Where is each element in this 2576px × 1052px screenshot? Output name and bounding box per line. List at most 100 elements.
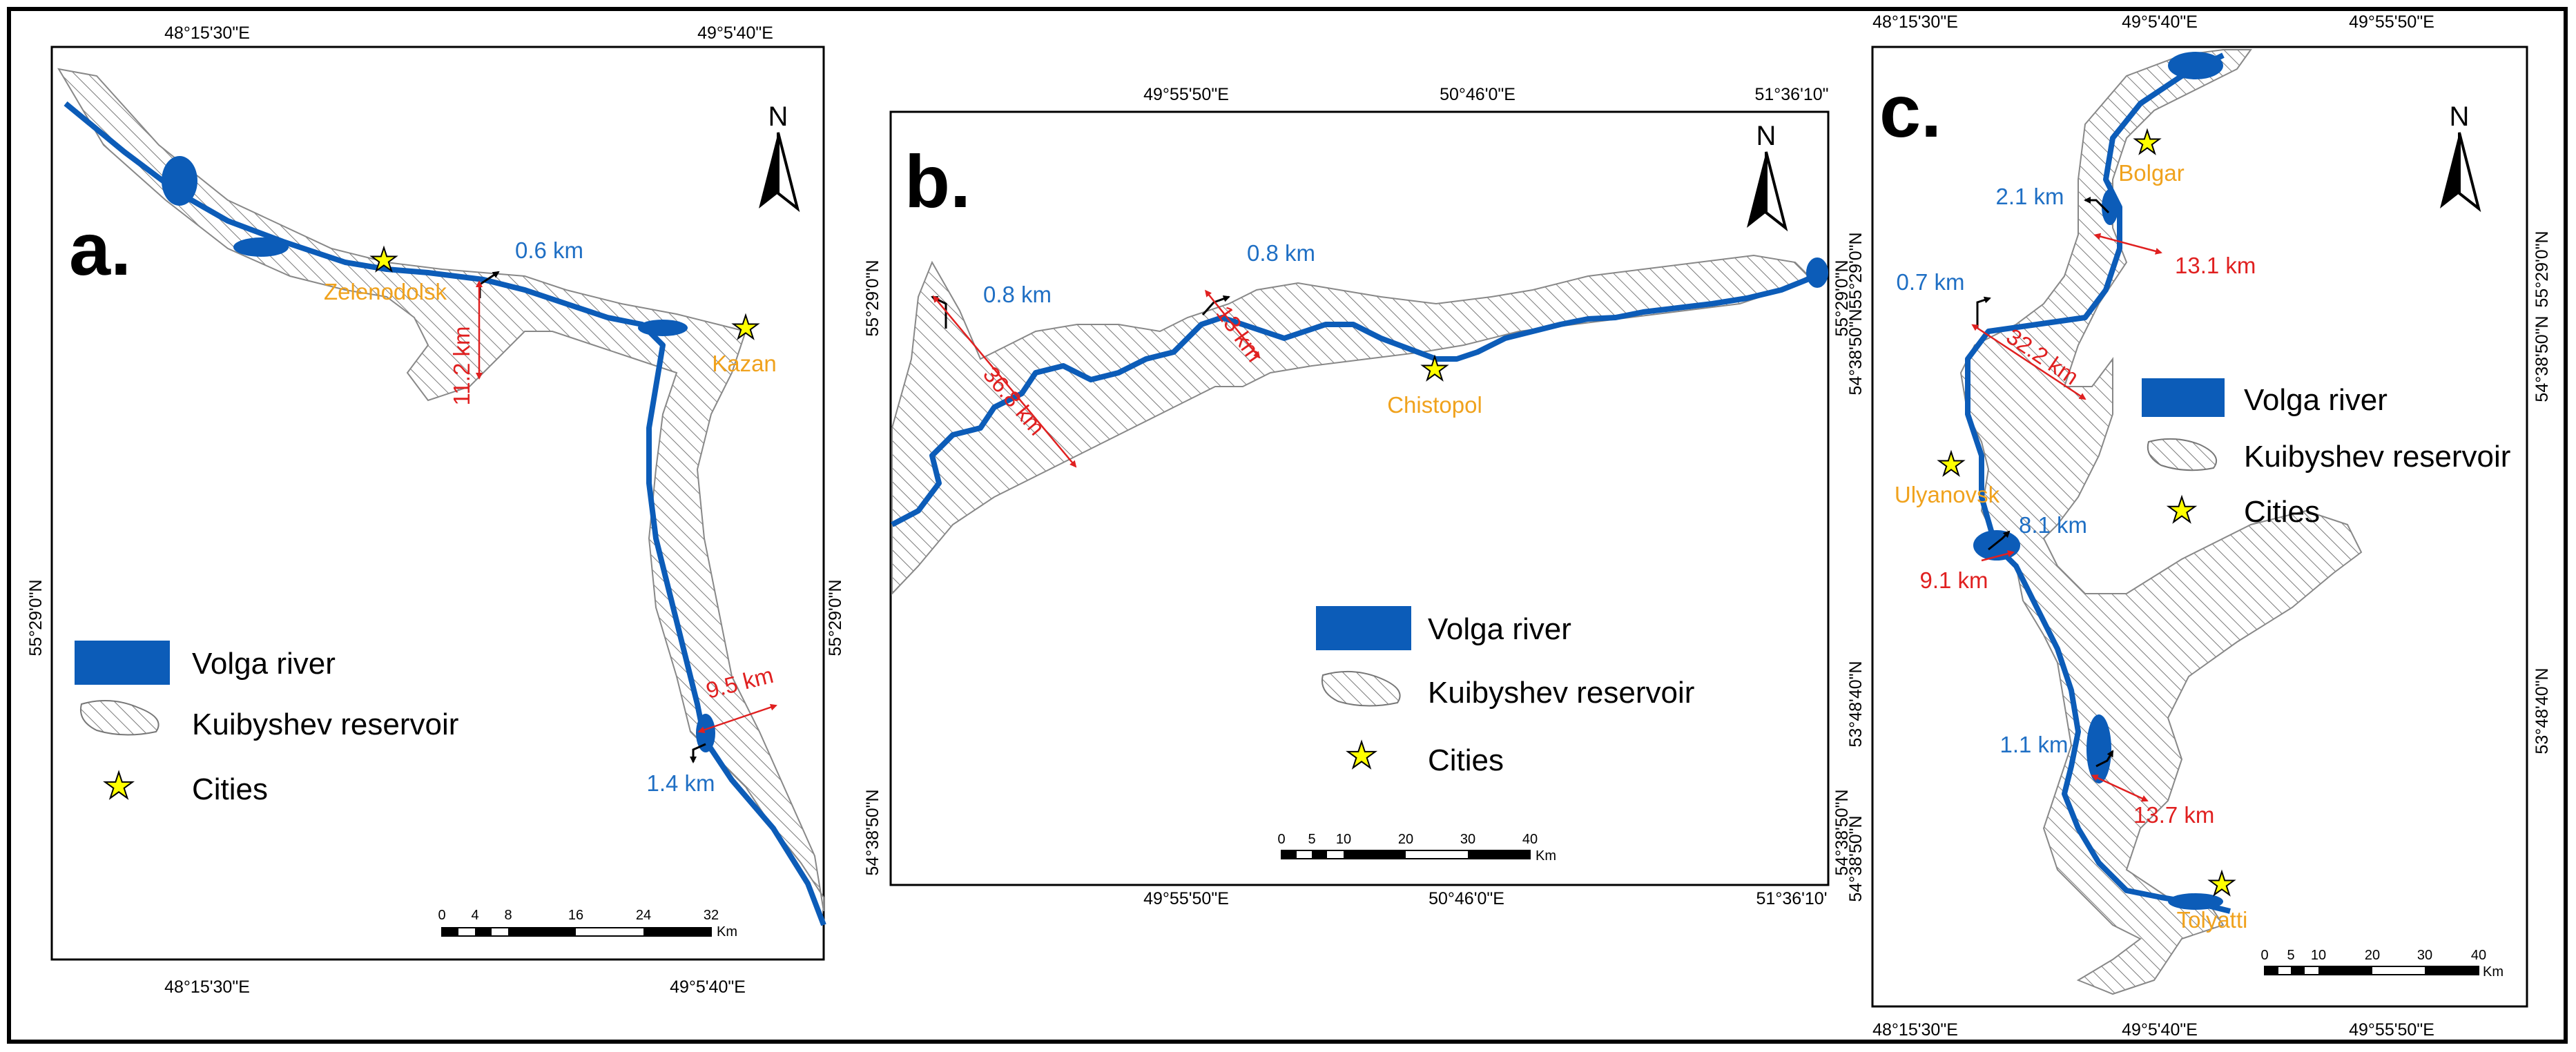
panel-a-river — [64, 101, 826, 926]
panel-b-length-line-1 — [932, 295, 1077, 468]
panel-b-scale-tick-0: 0 — [1277, 832, 1285, 847]
panel-a: 48°15'30"E 49°5'40"E 48°15'30"E 49°5'40"… — [26, 23, 845, 997]
legend-river-label: Volga river — [2244, 383, 2388, 417]
panel-c-letter: c. — [1879, 69, 1941, 153]
panel-b-left-coord-1: 55°29'0"N — [863, 260, 882, 336]
legend-cities-label: Cities — [2244, 495, 2320, 529]
panel-c-bottom-coord-2: 49°5'40"E — [2122, 1020, 2198, 1040]
panel-c-river-lake-4 — [2086, 714, 2111, 783]
panel-a-north-arrow: N — [757, 101, 799, 210]
legend-cities-label: Cities — [192, 772, 268, 806]
panel-c-top-coord-2: 49°5'40"E — [2122, 12, 2198, 32]
panel-c-river-lake-2 — [2102, 189, 2118, 225]
panel-b: 49°55'50"E 50°46'0"E 51°36'10" 49°55'50"… — [863, 85, 1852, 908]
legend-river-label: Volga river — [1428, 612, 1571, 646]
panel-c-scale-tick-4: 30 — [2417, 948, 2432, 963]
panel-b-frame — [889, 110, 1830, 886]
legend-cities-label: Cities — [1428, 743, 1504, 777]
panel-a-scale-tick-1: 4 — [471, 908, 478, 923]
panel-a-bottom-coord-2: 49°5'40"E — [670, 977, 746, 997]
panel-c-length-line-1 — [2093, 233, 2162, 255]
legend-city-star: ★ — [1346, 736, 1378, 776]
panel-c-right-coord-3: 53°48'40"N — [2533, 668, 2552, 754]
panel-b-scale-tick-2: 10 — [1336, 832, 1351, 847]
panel-a-left-coord-1: 55°29'0"N — [26, 579, 46, 656]
panel-b-width-label-2: 0.8 km — [1247, 240, 1315, 266]
panel-a-scale-bar: 0 4 8 16 24 32 Km — [438, 908, 737, 939]
panel-c-left-coord-3: 53°48'40"N — [1846, 661, 1866, 747]
legend-river-label: Volga river — [192, 647, 336, 681]
legend-reservoir-label: Kuibyshev reservoir — [2244, 440, 2510, 474]
legend-river-swatch — [1316, 606, 1411, 650]
panel-c-width-arrow-1 — [2084, 197, 2110, 214]
map-canvas: 48°15'30"E 49°5'40"E 48°15'30"E 49°5'40"… — [26, 12, 2552, 1040]
panel-c-city-star-3: ★ — [2207, 866, 2236, 902]
legend-river-swatch — [2142, 378, 2225, 417]
panel-b-legend: Volga river Kuibyshev reservoir ★ Cities — [1316, 606, 1694, 777]
panel-a-city-label-2: Kazan — [712, 351, 777, 376]
panel-c-left-coord-1: 55°29'0"N — [1846, 232, 1866, 309]
panel-a-scale-unit: Km — [717, 924, 737, 939]
panel-b-bottom-coord-3: 51°36'10' — [1756, 889, 1828, 908]
panel-c-width-label-3: 8.1 km — [2019, 512, 2087, 538]
map-figure: 48°15'30"E 49°5'40"E 48°15'30"E 49°5'40"… — [7, 7, 2568, 1044]
panel-a-scale-tick-4: 24 — [636, 908, 651, 923]
legend-river-swatch — [75, 641, 170, 685]
panel-c-scale-tick-2: 10 — [2311, 948, 2326, 963]
panel-b-letter: b. — [904, 139, 971, 223]
panel-b-scale-tick-5: 40 — [1522, 832, 1538, 847]
panel-c-width-arrow-2 — [1976, 296, 1991, 329]
panel-a-scale-tick-3: 16 — [568, 908, 583, 923]
legend-reservoir-swatch — [2147, 438, 2217, 471]
panel-c-length-line-2 — [1971, 324, 2086, 400]
panel-c-bottom-coord-3: 49°55'50"E — [2349, 1020, 2434, 1040]
panel-a-length-label-1: 11.2 km — [449, 327, 474, 406]
panel-a-city-label-1: Zelenodolsk — [324, 279, 447, 304]
panel-c-width-label-4: 1.1 km — [1999, 732, 2068, 757]
panel-a-width-arrow-2 — [690, 743, 706, 763]
panel-b-bottom-coord-2: 50°46'0"E — [1429, 889, 1504, 908]
panel-c-bottom-coord-1: 48°15'30"E — [1872, 1020, 1958, 1040]
panel-c-scale-tick-3: 20 — [2365, 948, 2380, 963]
panel-c-city-star-2: ★ — [1937, 446, 1965, 482]
panel-b-top-coord-3: 51°36'10" — [1754, 85, 1828, 104]
panel-c-width-label-2: 0.7 km — [1896, 269, 1964, 295]
panel-a-width-label-1: 0.6 km — [515, 237, 583, 263]
panel-a-river-lake-3 — [638, 320, 688, 336]
panel-c-city-label-2: Ulyanovsk — [1895, 482, 2000, 507]
legend-city-star: ★ — [103, 766, 135, 806]
panel-c-city-label-1: Bolgar — [2118, 160, 2184, 186]
panel-a-scale-tick-5: 32 — [704, 908, 719, 923]
panel-c-scale-tick-0: 0 — [2260, 948, 2268, 963]
panel-a-scale-tick-2: 8 — [504, 908, 512, 923]
panel-c-length-label-4: 13.7 km — [2133, 802, 2214, 828]
panel-a-north-label: N — [768, 101, 788, 132]
panel-c-length-line-4 — [2091, 775, 2149, 802]
panel-c-width-arrow-3 — [1988, 530, 2011, 551]
panel-b-north-arrow: N — [1745, 121, 1787, 229]
panel-b-right-coord-1: 55°29'0"N — [1832, 260, 1852, 336]
panel-c-right-coord-2: 54°38'50"N — [2533, 315, 2552, 402]
panel-a-river-lake-2 — [233, 237, 289, 257]
panel-b-left-coord-2: 54°38'50"N — [863, 789, 882, 875]
panel-c-right-coord-1: 55°29'0"N — [2533, 231, 2552, 307]
panel-b-city-label-1: Chistopol — [1387, 392, 1482, 418]
panel-c-river-lake-1 — [2168, 52, 2223, 79]
legend-reservoir-label: Kuibyshev reservoir — [192, 708, 458, 741]
panel-a-scale-tick-0: 0 — [438, 908, 445, 923]
panel-a-length-line-2 — [697, 703, 777, 734]
panel-b-length-line-2 — [1204, 289, 1261, 359]
panel-a-top-coord-1: 48°15'30"E — [164, 23, 250, 43]
panel-c-top-coord-1: 48°15'30"E — [1872, 12, 1958, 32]
panel-b-bottom-coord-1: 49°55'50"E — [1143, 889, 1229, 908]
legend-reservoir-swatch — [1321, 670, 1401, 707]
panel-c-length-label-1: 13.1 km — [2175, 253, 2256, 278]
panel-b-city-star-1: ★ — [1420, 351, 1449, 387]
panel-b-scale-tick-4: 30 — [1460, 832, 1475, 847]
panel-c: 48°15'30"E 49°5'40"E 49°55'50"E 48°15'30… — [1846, 12, 2552, 1040]
panel-c-north-arrow: N — [2439, 101, 2480, 210]
panel-b-scale-unit: Km — [1536, 848, 1556, 864]
panel-a-river-lake-1 — [162, 156, 197, 206]
panel-a-city-star-1: ★ — [369, 242, 398, 277]
panel-c-river-lake-5 — [2168, 893, 2223, 910]
